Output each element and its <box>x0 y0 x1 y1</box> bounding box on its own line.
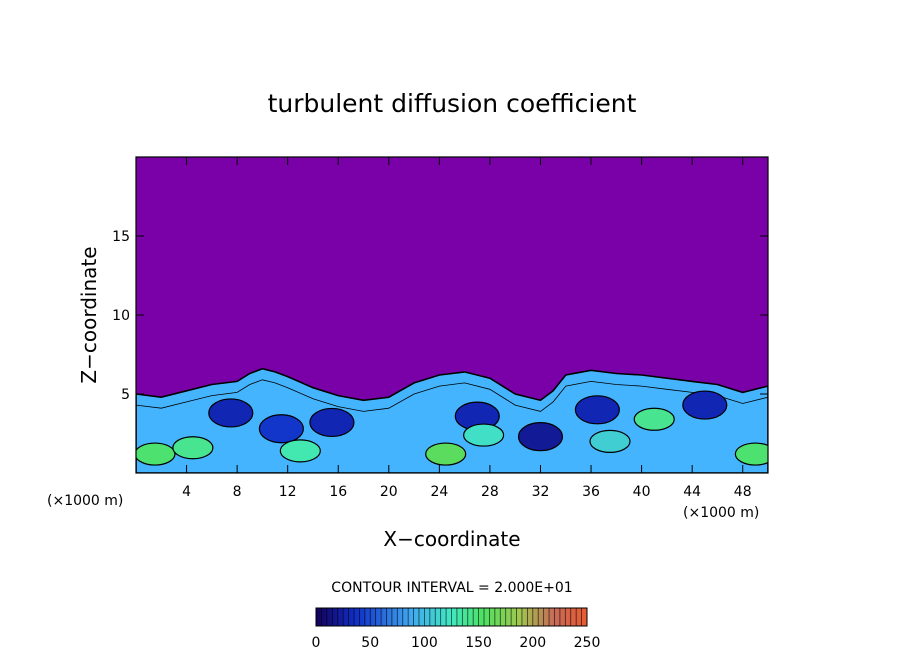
x-tick-label: 20 <box>380 484 398 500</box>
x-tick-label: 48 <box>734 484 752 500</box>
low-value-core <box>309 407 355 438</box>
x-tick-label: 36 <box>582 484 600 500</box>
x-tick-label: 12 <box>279 484 297 500</box>
high-value-core <box>589 429 631 453</box>
x-tick-label: 32 <box>532 484 550 500</box>
colorbar-contour-lines <box>321 608 582 626</box>
colorbar-frame <box>315 607 588 627</box>
high-value-core <box>425 442 467 466</box>
boundary-layer-contour <box>136 379 768 473</box>
x-tick-label: 16 <box>329 484 347 500</box>
colorbar-tick-label: 200 <box>519 635 546 651</box>
high-value-core <box>734 442 768 466</box>
x-axis-ticks: 4 8 12 16 20 24 28 32 36 40 44 48 <box>182 157 752 500</box>
colorbar-tick-label: 250 <box>574 635 601 651</box>
low-value-core <box>682 390 728 420</box>
x-tick-label: 44 <box>683 484 701 500</box>
low-value-core <box>517 422 564 452</box>
high-value-core <box>633 407 675 431</box>
colorbar-tick-label: 150 <box>465 635 492 651</box>
colorbar-tick-label: 100 <box>411 635 438 651</box>
high-value-core <box>279 439 321 463</box>
x-tick-label: 28 <box>481 484 499 500</box>
low-value-core <box>258 414 304 444</box>
high-value-core <box>463 423 505 447</box>
colorbar-tick-label: 50 <box>361 635 379 651</box>
y-axis-ticks: 5 10 15 <box>112 229 768 403</box>
diffusion-field <box>136 367 768 473</box>
y-axis-label: Z−coordinate <box>77 246 101 383</box>
x-axis-label: X−coordinate <box>383 527 520 551</box>
chart-title: turbulent diffusion coefficient <box>268 89 637 118</box>
high-value-core <box>136 442 176 466</box>
y-tick-label: 10 <box>112 308 130 324</box>
x-tick-label: 40 <box>633 484 651 500</box>
x-unit-left: (×1000 m) <box>47 493 123 509</box>
x-tick-label: 24 <box>430 484 448 500</box>
high-value-core <box>172 436 214 460</box>
x-tick-label: 4 <box>182 484 191 500</box>
y-tick-label: 5 <box>121 387 130 403</box>
low-value-core <box>208 398 254 428</box>
low-value-core <box>574 395 620 425</box>
colorbar: 0 50 100 150 200 250 <box>312 607 601 651</box>
colorbar-ticks: 0 50 100 150 200 250 <box>312 635 601 651</box>
x-tick-label: 8 <box>233 484 242 500</box>
contour-interval-label: CONTOUR INTERVAL = 2.000E+01 <box>331 580 572 596</box>
colorbar-tick-label: 0 <box>312 635 321 651</box>
x-unit-right: (×1000 m) <box>683 505 759 521</box>
y-tick-label: 15 <box>112 229 130 245</box>
